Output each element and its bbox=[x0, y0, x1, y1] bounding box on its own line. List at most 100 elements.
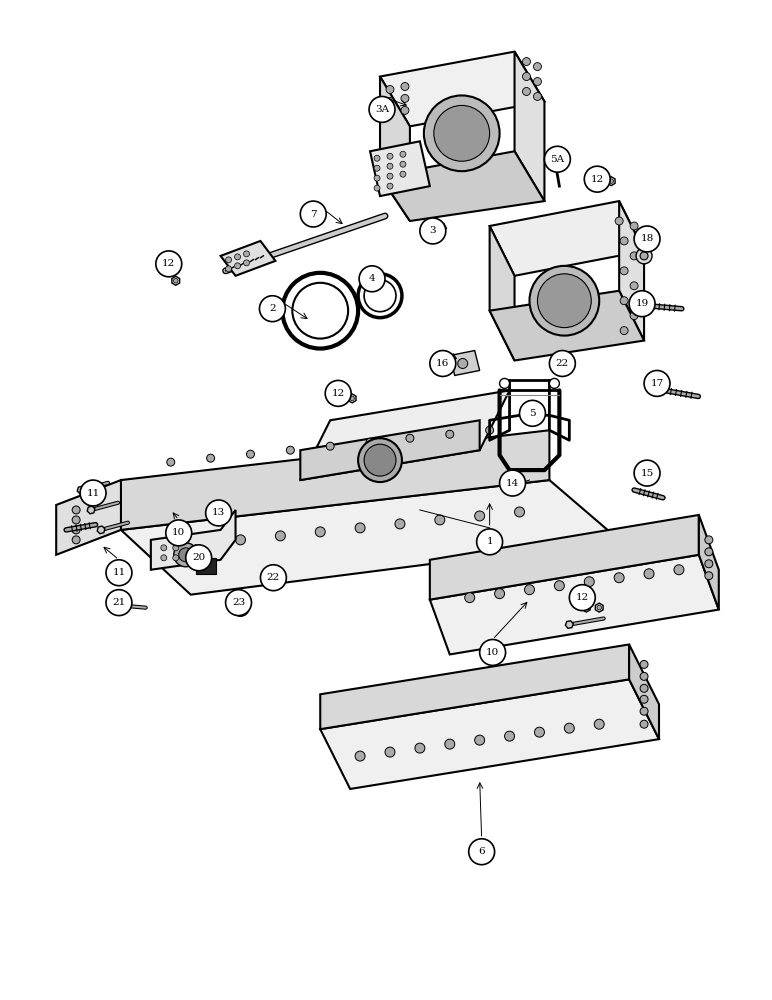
Circle shape bbox=[387, 173, 393, 179]
Circle shape bbox=[386, 109, 394, 117]
Text: 19: 19 bbox=[635, 299, 648, 308]
Polygon shape bbox=[380, 77, 410, 221]
Circle shape bbox=[161, 555, 167, 561]
Text: 3: 3 bbox=[429, 226, 436, 235]
Circle shape bbox=[705, 548, 713, 556]
Circle shape bbox=[325, 380, 351, 406]
Circle shape bbox=[161, 545, 167, 551]
Polygon shape bbox=[77, 486, 85, 494]
Circle shape bbox=[609, 179, 614, 183]
Circle shape bbox=[164, 267, 168, 271]
Circle shape bbox=[620, 237, 628, 245]
Circle shape bbox=[620, 297, 628, 305]
Circle shape bbox=[644, 569, 654, 579]
Polygon shape bbox=[380, 52, 544, 126]
Text: 10: 10 bbox=[172, 528, 185, 537]
Circle shape bbox=[640, 672, 648, 680]
Circle shape bbox=[615, 217, 623, 225]
Circle shape bbox=[350, 396, 354, 401]
Circle shape bbox=[640, 707, 648, 715]
Polygon shape bbox=[489, 201, 644, 276]
Circle shape bbox=[195, 540, 205, 550]
Circle shape bbox=[366, 438, 374, 446]
Circle shape bbox=[634, 226, 660, 252]
Polygon shape bbox=[595, 603, 603, 612]
Circle shape bbox=[276, 531, 286, 541]
Polygon shape bbox=[380, 151, 544, 221]
Text: 12: 12 bbox=[576, 593, 589, 602]
Polygon shape bbox=[348, 394, 356, 403]
Circle shape bbox=[620, 327, 628, 335]
Circle shape bbox=[386, 97, 394, 105]
Circle shape bbox=[80, 480, 106, 506]
Circle shape bbox=[597, 179, 601, 183]
Circle shape bbox=[406, 434, 414, 442]
Polygon shape bbox=[221, 241, 276, 276]
Circle shape bbox=[166, 520, 191, 546]
Circle shape bbox=[615, 573, 624, 583]
Circle shape bbox=[369, 96, 395, 122]
Circle shape bbox=[327, 442, 334, 450]
Polygon shape bbox=[629, 644, 659, 739]
Circle shape bbox=[520, 400, 546, 426]
Circle shape bbox=[415, 743, 425, 753]
Circle shape bbox=[72, 536, 80, 544]
Text: 11: 11 bbox=[113, 568, 126, 577]
Polygon shape bbox=[300, 420, 479, 480]
Circle shape bbox=[106, 590, 132, 616]
Polygon shape bbox=[97, 526, 105, 534]
Circle shape bbox=[374, 165, 380, 171]
Circle shape bbox=[550, 351, 575, 376]
Circle shape bbox=[445, 430, 454, 438]
Bar bbox=[195, 558, 215, 574]
Circle shape bbox=[584, 577, 594, 587]
Polygon shape bbox=[430, 515, 699, 600]
Circle shape bbox=[640, 660, 648, 668]
Circle shape bbox=[636, 248, 652, 264]
Polygon shape bbox=[699, 515, 719, 610]
Circle shape bbox=[401, 106, 409, 114]
Polygon shape bbox=[489, 291, 644, 361]
Polygon shape bbox=[595, 177, 603, 186]
Circle shape bbox=[584, 166, 610, 192]
Circle shape bbox=[537, 274, 591, 328]
Circle shape bbox=[544, 146, 571, 172]
Circle shape bbox=[167, 458, 174, 466]
Circle shape bbox=[435, 515, 445, 525]
Circle shape bbox=[395, 519, 405, 529]
Text: 20: 20 bbox=[192, 553, 205, 562]
Text: 16: 16 bbox=[436, 359, 449, 368]
Polygon shape bbox=[334, 394, 342, 403]
Circle shape bbox=[193, 555, 198, 561]
Circle shape bbox=[469, 839, 495, 865]
Circle shape bbox=[260, 565, 286, 591]
Circle shape bbox=[387, 163, 393, 169]
Circle shape bbox=[630, 252, 638, 260]
Polygon shape bbox=[320, 644, 629, 729]
Circle shape bbox=[640, 252, 648, 260]
Circle shape bbox=[364, 444, 396, 476]
Circle shape bbox=[186, 545, 212, 571]
Circle shape bbox=[358, 438, 402, 482]
Circle shape bbox=[193, 545, 198, 551]
Text: 12: 12 bbox=[331, 389, 345, 398]
Circle shape bbox=[401, 94, 409, 102]
Circle shape bbox=[640, 720, 648, 728]
Circle shape bbox=[420, 218, 445, 244]
Text: 12: 12 bbox=[162, 259, 175, 268]
Circle shape bbox=[207, 454, 215, 462]
Circle shape bbox=[475, 511, 485, 521]
Circle shape bbox=[243, 260, 249, 266]
Circle shape bbox=[359, 266, 385, 292]
Circle shape bbox=[554, 581, 564, 591]
Circle shape bbox=[674, 565, 684, 575]
Circle shape bbox=[400, 161, 406, 167]
Circle shape bbox=[387, 183, 393, 189]
Polygon shape bbox=[300, 390, 510, 480]
Circle shape bbox=[584, 605, 588, 610]
Text: 4: 4 bbox=[369, 274, 375, 283]
Text: 7: 7 bbox=[310, 210, 317, 219]
Circle shape bbox=[476, 529, 503, 555]
Circle shape bbox=[530, 266, 599, 336]
Circle shape bbox=[569, 585, 595, 611]
